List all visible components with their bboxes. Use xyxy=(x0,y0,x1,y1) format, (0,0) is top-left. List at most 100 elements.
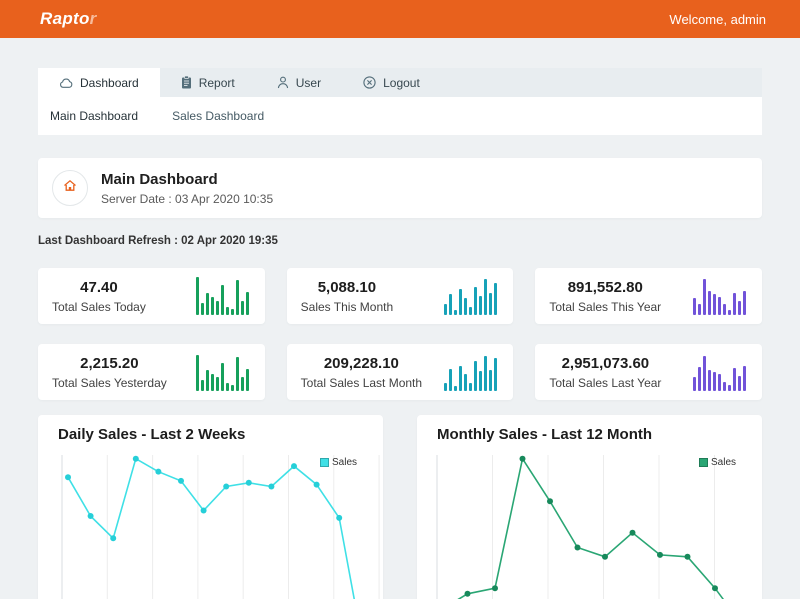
sparkline-bar xyxy=(479,371,483,391)
legend-label: Sales xyxy=(331,457,357,468)
sparkline-bar xyxy=(220,362,224,391)
data-point xyxy=(712,585,718,592)
data-point xyxy=(87,513,94,520)
sparkline-bar xyxy=(220,285,224,315)
sales-line-series xyxy=(67,457,356,599)
sparkline-bar xyxy=(713,294,716,315)
subnav-item-sales-dashboard[interactable]: Sales Dashboard xyxy=(172,109,265,123)
sparkline-bar xyxy=(693,297,696,315)
sparkline-bar xyxy=(225,383,229,391)
page-header-card: Main Dashboard Server Date : 03 Apr 2020… xyxy=(38,158,762,218)
last-refresh-text: Last Dashboard Refresh : 02 Apr 2020 19:… xyxy=(38,235,278,247)
sparkline-bar xyxy=(210,373,214,391)
sparkline-bar xyxy=(464,373,468,391)
sparkline-bar xyxy=(698,304,701,315)
sparkline-bar-chart xyxy=(444,353,498,391)
sparkline-bar xyxy=(245,368,249,391)
sparkline-bar xyxy=(708,291,711,315)
stat-value: 209,228.10 xyxy=(323,354,399,372)
line-chart-plot xyxy=(61,455,380,599)
data-point xyxy=(684,553,691,560)
report-icon xyxy=(181,76,192,89)
sparkline-bar xyxy=(464,297,468,315)
sparkline-bar xyxy=(743,366,746,391)
tab-logout[interactable]: Logout xyxy=(342,68,441,97)
sparkline-bar xyxy=(195,354,199,391)
sparkline-bar xyxy=(733,292,736,315)
sparkline-bar xyxy=(444,304,448,315)
sparkline-bar xyxy=(489,370,493,391)
sparkline-bar xyxy=(479,296,483,315)
data-point xyxy=(65,474,71,481)
sparkline-bar xyxy=(738,375,741,391)
chart-title: Daily Sales - Last 2 Weeks xyxy=(58,426,246,443)
tab-bar: Dashboard Report User Logout xyxy=(38,68,762,97)
tab-report[interactable]: Report xyxy=(160,68,256,97)
subnav-item-main-dashboard[interactable]: Main Dashboard xyxy=(50,109,139,123)
sparkline-bar xyxy=(718,296,721,315)
data-point xyxy=(547,498,553,505)
user-icon xyxy=(277,76,289,89)
data-point xyxy=(464,590,471,597)
sparkline-bar-chart xyxy=(195,277,249,315)
data-point xyxy=(574,544,581,551)
sparkline-bar xyxy=(469,307,473,315)
sparkline-bar xyxy=(205,370,209,391)
stat-card-total-sales-this-year: 891,552.80 Total Sales This Year xyxy=(535,268,762,324)
stat-card-total-sales-today: 47.40 Total Sales Today xyxy=(38,268,265,324)
avatar-circle xyxy=(52,170,88,206)
app-header: Raptor Welcome, admin xyxy=(0,0,800,38)
stat-value: 47.40 xyxy=(80,278,118,296)
server-date: Server Date : 03 Apr 2020 10:35 xyxy=(101,191,274,206)
sparkline-bar xyxy=(449,368,453,391)
sparkline-bar xyxy=(454,309,458,315)
sparkline-bar xyxy=(459,289,463,315)
sparkline-bar xyxy=(215,377,219,391)
stat-label: Sales This Month xyxy=(300,299,394,314)
sparkline-bar xyxy=(698,367,701,391)
line-chart-plot xyxy=(436,455,725,599)
chart-legend[interactable]: Sales xyxy=(698,457,736,468)
chart-title: Monthly Sales - Last 12 Month xyxy=(437,426,653,443)
stat-value: 5,088.10 xyxy=(317,278,377,296)
tab-dashboard[interactable]: Dashboard xyxy=(38,68,160,97)
sparkline-bar xyxy=(693,376,696,391)
sparkline-bar xyxy=(200,302,204,315)
stat-text-block: 2,215.20 Total Sales Yesterday xyxy=(52,355,167,390)
data-point xyxy=(155,468,162,475)
page-title: Main Dashboard xyxy=(101,170,218,188)
content-area: Dashboard Report User Logout Main Dashboard… xyxy=(0,68,800,599)
sparkline-bar xyxy=(240,300,244,315)
sparkline-bar xyxy=(454,386,458,391)
data-point xyxy=(602,553,608,560)
sparkline-bar xyxy=(235,280,239,315)
stat-cards-grid: 47.40 Total Sales Today 5,088.10 Sales This… xyxy=(38,268,762,400)
sparkline-bar xyxy=(469,383,473,391)
sparkline-bar xyxy=(444,382,448,391)
sparkline-bar xyxy=(210,296,214,315)
legend-swatch xyxy=(319,458,329,467)
stat-text-block: 5,088.10 Sales This Month xyxy=(301,279,394,314)
logout-icon xyxy=(363,76,376,89)
chart-card-daily-sales: Daily Sales - Last 2 Weeks Sales xyxy=(38,415,383,599)
sparkline-bar xyxy=(713,372,716,391)
legend-swatch xyxy=(698,458,708,467)
data-point xyxy=(291,463,297,470)
sparkline-bar xyxy=(743,291,746,315)
tab-label: Logout xyxy=(383,75,420,90)
data-point xyxy=(268,483,275,490)
sparkline-bar xyxy=(484,356,488,391)
sparkline-bar xyxy=(215,300,219,315)
stat-label: Total Sales Today xyxy=(52,299,146,314)
data-point xyxy=(519,455,526,462)
sparkline-bar xyxy=(484,278,488,315)
chart-legend[interactable]: Sales xyxy=(319,457,357,468)
sparkline-bar xyxy=(245,292,249,315)
sparkline-bar xyxy=(240,377,244,391)
sales-line-series xyxy=(457,456,725,599)
tab-user[interactable]: User xyxy=(256,68,342,97)
sparkline-bar-chart xyxy=(444,277,498,315)
sparkline-bar xyxy=(235,356,239,391)
sparkline-bar xyxy=(489,292,493,315)
sparkline-bar xyxy=(703,278,706,315)
